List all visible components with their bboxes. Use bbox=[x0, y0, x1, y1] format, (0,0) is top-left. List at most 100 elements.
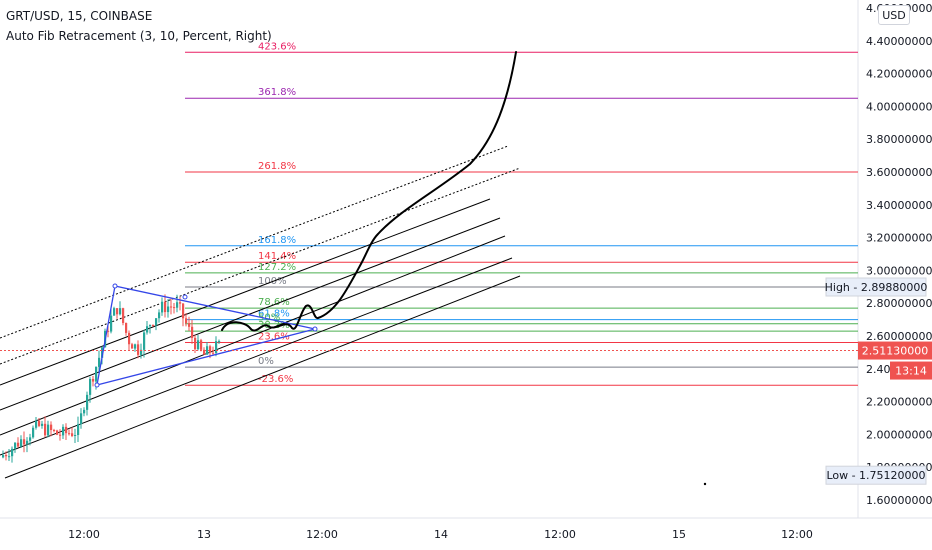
countdown-badge-text: 13:14 bbox=[895, 365, 927, 378]
candle-body bbox=[47, 424, 50, 436]
time-tick-label: 12:00 bbox=[68, 528, 100, 541]
price-axis-border bbox=[0, 0, 932, 519]
price-tick-label: 3.40000000 bbox=[866, 199, 932, 212]
candle-body bbox=[80, 413, 83, 425]
price-tick-label: 4.40000000 bbox=[866, 35, 932, 48]
candle-body bbox=[107, 330, 110, 332]
price-tick-label: 2.20000000 bbox=[866, 396, 932, 409]
candle-body bbox=[89, 378, 92, 395]
low-badge-bg bbox=[825, 465, 927, 485]
candle-body bbox=[83, 409, 86, 414]
candle-body bbox=[20, 439, 23, 447]
last-price-badge-text: 2.51130000 bbox=[862, 345, 928, 358]
triangle-lower-side bbox=[96, 328, 316, 386]
candle-body bbox=[50, 424, 53, 431]
candle-body bbox=[212, 352, 215, 354]
fib-level-label: 261.8% bbox=[258, 161, 296, 172]
candle-body bbox=[29, 437, 32, 441]
candle-body bbox=[215, 341, 218, 354]
candle-body bbox=[65, 426, 68, 434]
fib-level-label: 127.2% bbox=[258, 262, 296, 273]
candle-body bbox=[113, 308, 116, 316]
price-tick-label: 1.60000000 bbox=[866, 494, 932, 507]
candle-body bbox=[137, 344, 140, 355]
candle-body bbox=[185, 318, 188, 324]
candle-body bbox=[155, 318, 158, 326]
candle-body bbox=[179, 302, 182, 304]
candle-body bbox=[161, 301, 164, 313]
candle-body bbox=[188, 323, 191, 327]
candle-body bbox=[140, 349, 143, 355]
fib-level-label: 38.2% bbox=[258, 320, 290, 331]
channel-line bbox=[0, 257, 513, 456]
candle-body bbox=[53, 430, 56, 432]
fib-level-label: 61.8% bbox=[258, 309, 290, 320]
candle-body bbox=[14, 442, 17, 449]
price-tick-label: 4.20000000 bbox=[866, 68, 932, 81]
fib-level-label: 50% bbox=[258, 313, 280, 324]
triangle-anchor-point bbox=[182, 294, 188, 300]
channel-line bbox=[0, 217, 501, 411]
candle-body bbox=[38, 420, 41, 426]
candle-body bbox=[11, 448, 14, 457]
price-tick-label: 3.00000000 bbox=[866, 264, 932, 277]
candle-body bbox=[26, 440, 29, 445]
candle-body bbox=[92, 378, 95, 382]
channel-dotted-line bbox=[0, 145, 509, 339]
high-badge-text: High - 2.89880000 bbox=[825, 281, 928, 294]
price-tick-label: 2.60000000 bbox=[866, 330, 932, 343]
candle-body bbox=[170, 306, 173, 308]
candle-body bbox=[173, 307, 176, 309]
last-price-badge-bg bbox=[858, 341, 932, 360]
candle-body bbox=[77, 424, 80, 436]
fib-level-label: 361.8% bbox=[258, 87, 296, 98]
fib-level-label: 0% bbox=[258, 356, 274, 367]
candle-body bbox=[200, 340, 203, 350]
candlestick-series bbox=[2, 294, 221, 463]
triangle-upper-side bbox=[114, 285, 316, 330]
candle-body bbox=[86, 394, 89, 410]
candle-body bbox=[98, 357, 101, 367]
time-axis[interactable]: 12:00 13 12:00 14 12:00 15 12:00 bbox=[68, 528, 813, 541]
parallel-channel-drawing bbox=[0, 145, 521, 479]
candle-body bbox=[101, 347, 104, 358]
candle-body bbox=[209, 346, 212, 353]
channel-line bbox=[0, 198, 491, 386]
candle-body bbox=[206, 346, 209, 355]
fib-level-label: 423.6% bbox=[258, 41, 296, 52]
candle-body bbox=[32, 427, 35, 438]
price-tick-label: 3.20000000 bbox=[866, 232, 932, 245]
time-tick-label: 12:00 bbox=[544, 528, 576, 541]
fib-level-label: -23.6% bbox=[258, 374, 293, 385]
symbol-title: GRT/USD, 15, COINBASE bbox=[6, 9, 153, 23]
triangle-anchor-point bbox=[312, 326, 318, 332]
candle-body bbox=[176, 302, 179, 308]
candle-body bbox=[197, 340, 200, 350]
candle-body bbox=[41, 423, 44, 426]
fib-retracement-levels: 423.6%361.8%261.8%161.8%141.4%127.2%100%… bbox=[185, 41, 858, 386]
triangle-left-side bbox=[96, 285, 116, 386]
candle-body bbox=[8, 456, 11, 458]
countdown-badge: 13:14 bbox=[890, 361, 932, 380]
price-axis[interactable]: 4.600000004.400000004.200000004.00000000… bbox=[866, 2, 932, 507]
candle-body bbox=[59, 434, 62, 436]
candle-body bbox=[218, 340, 221, 342]
price-tick-label: 3.80000000 bbox=[866, 133, 932, 146]
candle-body bbox=[5, 455, 8, 457]
candle-body bbox=[122, 308, 125, 323]
candle-body bbox=[119, 308, 122, 315]
indicator-title: Auto Fib Retracement (3, 10, Percent, Ri… bbox=[6, 29, 272, 43]
candle-body bbox=[194, 337, 197, 350]
candle-body bbox=[23, 439, 26, 445]
candle-body bbox=[203, 349, 206, 355]
candle-body bbox=[164, 301, 167, 313]
candle-body bbox=[110, 315, 113, 332]
low-badge-text: Low - 1.75120000 bbox=[826, 469, 925, 482]
candle-body bbox=[146, 326, 149, 333]
high-badge: High - 2.89880000 bbox=[825, 277, 928, 297]
projection-path-drawing bbox=[0, 51, 858, 486]
candle-body bbox=[17, 442, 20, 447]
candle-body bbox=[95, 366, 98, 382]
currency-button[interactable]: USD bbox=[878, 5, 910, 25]
